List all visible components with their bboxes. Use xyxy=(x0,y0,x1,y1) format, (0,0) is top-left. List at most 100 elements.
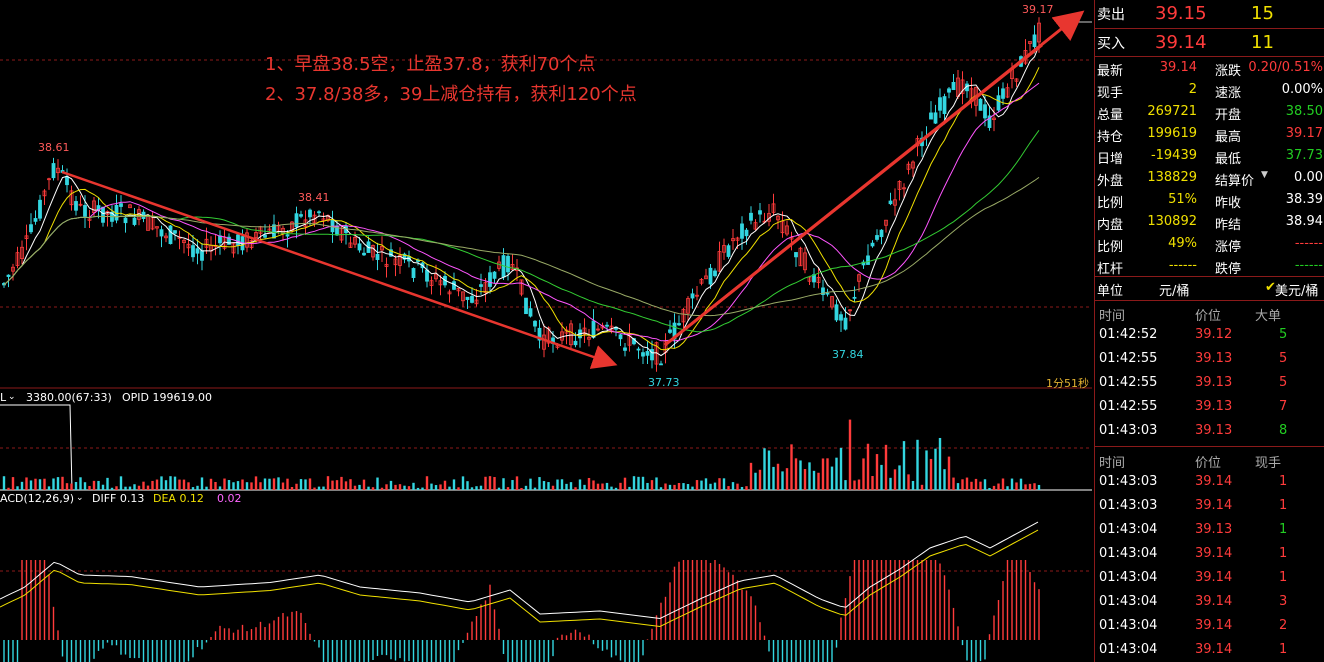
candle-body xyxy=(690,293,695,299)
table-row[interactable]: 01:43:04 39.14 2 xyxy=(1095,615,1324,637)
volume-bar xyxy=(425,476,429,490)
macd-indicator-name[interactable]: ACD(12,26,9) xyxy=(0,492,75,505)
table-row[interactable]: 01:43:04 39.14 1 xyxy=(1095,543,1324,565)
table-row[interactable]: 01:42:52 39.12 5 xyxy=(1095,324,1324,346)
volume-bar xyxy=(884,444,888,490)
candle-body xyxy=(636,348,641,351)
table-row[interactable]: 01:43:03 39.14 1 xyxy=(1095,471,1324,493)
stats-row: 比例 49% 涨停 ------ xyxy=(1095,233,1324,255)
volume-bar xyxy=(317,486,321,490)
candle-body xyxy=(182,239,186,244)
candlestick-chart[interactable] xyxy=(0,0,1092,662)
stat-label: 最高 xyxy=(1215,130,1242,145)
candle-body xyxy=(888,200,893,205)
candle-body xyxy=(186,243,191,249)
candle-body xyxy=(695,294,699,297)
stat-value: 39.14 xyxy=(1159,60,1197,75)
volume-bar xyxy=(916,439,919,490)
candle-body xyxy=(357,243,362,251)
table-row[interactable]: 01:42:55 39.13 5 xyxy=(1095,372,1324,394)
volume-bar xyxy=(295,483,298,490)
candle-body xyxy=(24,235,29,240)
unit-value[interactable]: 元/桶 xyxy=(1159,284,1190,299)
table-row[interactable]: 01:43:04 39.14 1 xyxy=(1095,639,1324,661)
table-row[interactable]: 01:42:55 39.13 7 xyxy=(1095,396,1324,418)
candle-body xyxy=(195,248,200,254)
table-row[interactable]: 01:43:03 39.14 1 xyxy=(1095,495,1324,517)
table-row[interactable]: 01:43:04 39.13 1 xyxy=(1095,519,1324,541)
volume-bar xyxy=(866,443,870,490)
volume-indicator-name[interactable]: L xyxy=(0,391,7,404)
row-qty: 5 xyxy=(1279,375,1288,390)
chart-area[interactable]: 1、早盘38.5空，止盈37.8，获利70个点 2、37.8/38多，39上减仓… xyxy=(0,0,1092,662)
table-row[interactable]: 01:43:03 39.13 8 xyxy=(1095,420,1324,442)
candle-body xyxy=(132,217,137,225)
header-price: 价位 xyxy=(1195,309,1222,324)
volume-bar xyxy=(313,487,316,490)
volume-bar xyxy=(245,482,249,490)
volume-bar xyxy=(659,487,663,490)
candle-body xyxy=(371,245,375,258)
volume-bar xyxy=(515,476,519,490)
annotation-1: 1、早盘38.5空，止盈37.8，获利70个点 xyxy=(265,54,596,75)
candle-body xyxy=(438,280,443,286)
volume-bar xyxy=(448,486,451,490)
candle-body xyxy=(803,252,807,271)
table-header: 时间 价位 大单 xyxy=(1095,302,1324,324)
candle-body xyxy=(605,324,609,327)
alt-unit[interactable]: 美元/桶 xyxy=(1275,284,1319,299)
table-row[interactable]: 01:43:04 39.14 1 xyxy=(1095,567,1324,589)
sell-label: 卖出 xyxy=(1097,7,1125,23)
volume-bar xyxy=(911,480,915,490)
row-qty: 1 xyxy=(1279,642,1288,657)
chevron-down-icon[interactable]: ⌄ xyxy=(76,493,84,503)
volume-bar xyxy=(934,448,937,490)
stats-row: 持仓 199619 最高 39.17 xyxy=(1095,123,1324,145)
dropdown-arrow-icon[interactable]: ▼ xyxy=(1261,170,1268,180)
header-time: 时间 xyxy=(1099,456,1126,471)
volume-bar xyxy=(209,478,213,490)
volume-bar xyxy=(547,482,550,490)
table-row[interactable]: 01:42:55 39.13 5 xyxy=(1095,348,1324,370)
candle-body xyxy=(506,255,510,273)
candle-body xyxy=(272,224,276,239)
volume-bar xyxy=(250,482,253,490)
check-icon[interactable]: ✔ xyxy=(1265,280,1276,295)
stats-row: 比例 51% 昨收 38.39 xyxy=(1095,189,1324,211)
volume-bar xyxy=(542,481,546,490)
volume-bar xyxy=(839,447,843,490)
buy-row[interactable]: 买入 39.14 11 xyxy=(1095,29,1324,57)
volume-bar xyxy=(241,479,244,490)
volume-bar xyxy=(115,486,118,490)
candle-body xyxy=(996,95,1001,111)
table-row[interactable]: 01:43:04 39.14 3 xyxy=(1095,591,1324,613)
candle-body xyxy=(1005,87,1010,98)
candle-body xyxy=(483,282,488,293)
candle-body xyxy=(78,203,83,206)
volume-bar xyxy=(848,419,852,490)
table-header: 时间 价位 现手 xyxy=(1095,449,1324,471)
volume-bar xyxy=(835,457,838,490)
macd-dea: DEA 0.12 xyxy=(153,492,204,505)
volume-bar xyxy=(475,486,478,490)
candle-body xyxy=(254,232,258,239)
volume-bar xyxy=(124,486,127,490)
volume-bar xyxy=(952,477,955,490)
candle-body xyxy=(519,279,524,295)
volume-bar xyxy=(677,483,681,490)
volume-bar xyxy=(146,485,150,490)
row-qty: 8 xyxy=(1279,423,1288,438)
stat-value: ------ xyxy=(1294,236,1323,251)
chevron-down-icon[interactable]: ⌄ xyxy=(8,392,16,402)
volume-bar xyxy=(583,484,586,490)
sell-row[interactable]: 卖出 39.15 15 xyxy=(1095,0,1324,28)
low-price-label: 37.73 xyxy=(648,376,680,389)
unit-row[interactable]: 单位 元/桶 ✔ 美元/桶 xyxy=(1095,277,1324,299)
candle-body xyxy=(713,270,717,277)
candle-body xyxy=(290,221,294,232)
candle-body xyxy=(785,225,789,235)
candle-body xyxy=(159,229,164,237)
candle-body xyxy=(83,205,87,217)
volume-bar xyxy=(943,469,946,490)
volume-bar xyxy=(898,465,901,490)
